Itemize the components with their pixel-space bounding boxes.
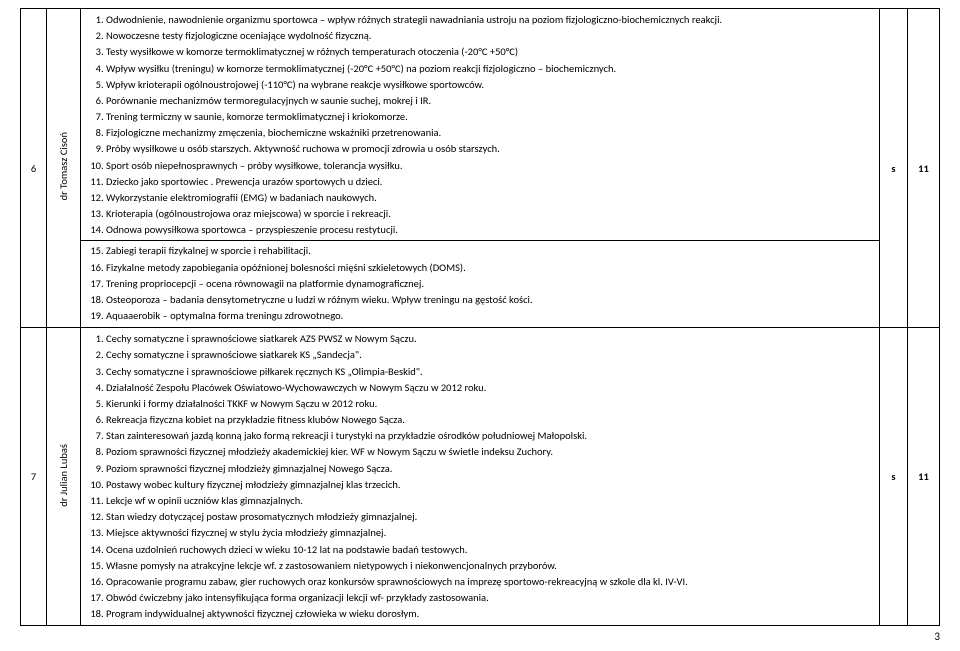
status-col: s bbox=[880, 9, 908, 328]
topic-item: Sport osób niepełnosprawnych – próby wys… bbox=[106, 158, 874, 174]
topic-item: Rekreacja fizyczna kobiet na przykładzie… bbox=[106, 412, 874, 428]
topic-item: Stan zainteresowań jazdą konną jako form… bbox=[106, 428, 874, 444]
topic-item: Cechy somatyczne i sprawnościowe piłkare… bbox=[106, 364, 874, 380]
topic-item: Obwód ćwiczebny jako intensyfikująca for… bbox=[106, 590, 874, 606]
count-col: 11 bbox=[908, 9, 940, 328]
topic-item: Fizjologiczne mechanizmy zmęczenia, bioc… bbox=[106, 125, 874, 141]
author-name: dr Tomasz Cisoń bbox=[47, 9, 81, 328]
topic-item: Ocena uzdolnień ruchowych dzieci w wieku… bbox=[106, 542, 874, 558]
topic-item: Program indywidualnej aktywności fizyczn… bbox=[106, 606, 874, 622]
topic-item: Dziecko jako sportowiec . Prewencja uraz… bbox=[106, 174, 874, 190]
topic-item: Testy wysiłkowe w komorze termoklimatycz… bbox=[106, 44, 874, 60]
row-number: 6 bbox=[21, 9, 47, 328]
topic-item: Fizykalne metody zapobiegania opóźnionej… bbox=[106, 260, 874, 276]
status-col: s bbox=[880, 328, 908, 626]
topic-item: Zabiegi terapii fizykalnej w sporcie i r… bbox=[106, 243, 874, 259]
topic-item: Postawy wobec kultury fizycznej młodzież… bbox=[106, 477, 874, 493]
table-row: 7dr Julian Lubaś Cechy somatyczne i spraw… bbox=[21, 328, 940, 626]
topic-item: Trening termiczny w saunie, komorze term… bbox=[106, 109, 874, 125]
table-row: 6dr Tomasz Cisoń Odwodnienie, nawodnienie… bbox=[21, 9, 940, 328]
topic-item: Opracowanie programu zabaw, gier ruchowy… bbox=[106, 574, 874, 590]
page-number: 3 bbox=[20, 626, 940, 643]
topic-item: Odwodnienie, nawodnienie organizmu sport… bbox=[106, 12, 874, 28]
topic-item: Własne pomysły na atrakcyjne lekcje wf. … bbox=[106, 558, 874, 574]
topics-cell: Cechy somatyczne i sprawnościowe siatkar… bbox=[81, 328, 880, 626]
topic-item: Próby wysiłkowe u osób starszych. Aktywn… bbox=[106, 141, 874, 157]
topic-item: Miejsce aktywności fizycznej w stylu życ… bbox=[106, 525, 874, 541]
topic-item: Aquaaerobik – optymalna forma treningu z… bbox=[106, 308, 874, 324]
topic-item: Stan wiedzy dotyczącej postaw prosomatyc… bbox=[106, 509, 874, 525]
topic-item: Działalność Zespołu Placówek Oświatowo-W… bbox=[106, 380, 874, 396]
topic-item: Poziom sprawności fizycznej młodzieży ak… bbox=[106, 444, 874, 460]
topic-item: Nowoczesne testy fizjologiczne oceniając… bbox=[106, 28, 874, 44]
topic-item: Osteoporoza – badania densytometryczne u… bbox=[106, 292, 874, 308]
topic-item: Cechy somatyczne i sprawnościowe siatkar… bbox=[106, 347, 874, 363]
topic-item: Trening propriocepcji – ocena równowagii… bbox=[106, 276, 874, 292]
topic-item: Wpływ wysiłku (treningu) w komorze termo… bbox=[106, 61, 874, 77]
topic-item: Odnowa powysiłkowa sportowca – przyspies… bbox=[106, 222, 874, 238]
topic-item: Kierunki i formy działalności TKKF w Now… bbox=[106, 396, 874, 412]
topics-cell: Odwodnienie, nawodnienie organizmu sport… bbox=[81, 9, 880, 328]
topic-item: Wpływ krioterapii ogólnoustrojowej (-110… bbox=[106, 77, 874, 93]
topic-item: Lekcje wf w opinii uczniów klas gimnazja… bbox=[106, 493, 874, 509]
count-col: 11 bbox=[908, 328, 940, 626]
row-number: 7 bbox=[21, 328, 47, 626]
topic-item: Poziom sprawności fizycznej młodzieży gi… bbox=[106, 461, 874, 477]
author-name: dr Julian Lubaś bbox=[47, 328, 81, 626]
topics-table: 6dr Tomasz Cisoń Odwodnienie, nawodnienie… bbox=[20, 8, 940, 626]
topic-item: Porównanie mechanizmów termoregulacyjnyc… bbox=[106, 93, 874, 109]
topic-item: Krioterapia (ogólnoustrojowa oraz miejsc… bbox=[106, 206, 874, 222]
topic-item: Wykorzystanie elektromiografii (EMG) w b… bbox=[106, 190, 874, 206]
topic-item: Cechy somatyczne i sprawnościowe siatkar… bbox=[106, 331, 874, 347]
